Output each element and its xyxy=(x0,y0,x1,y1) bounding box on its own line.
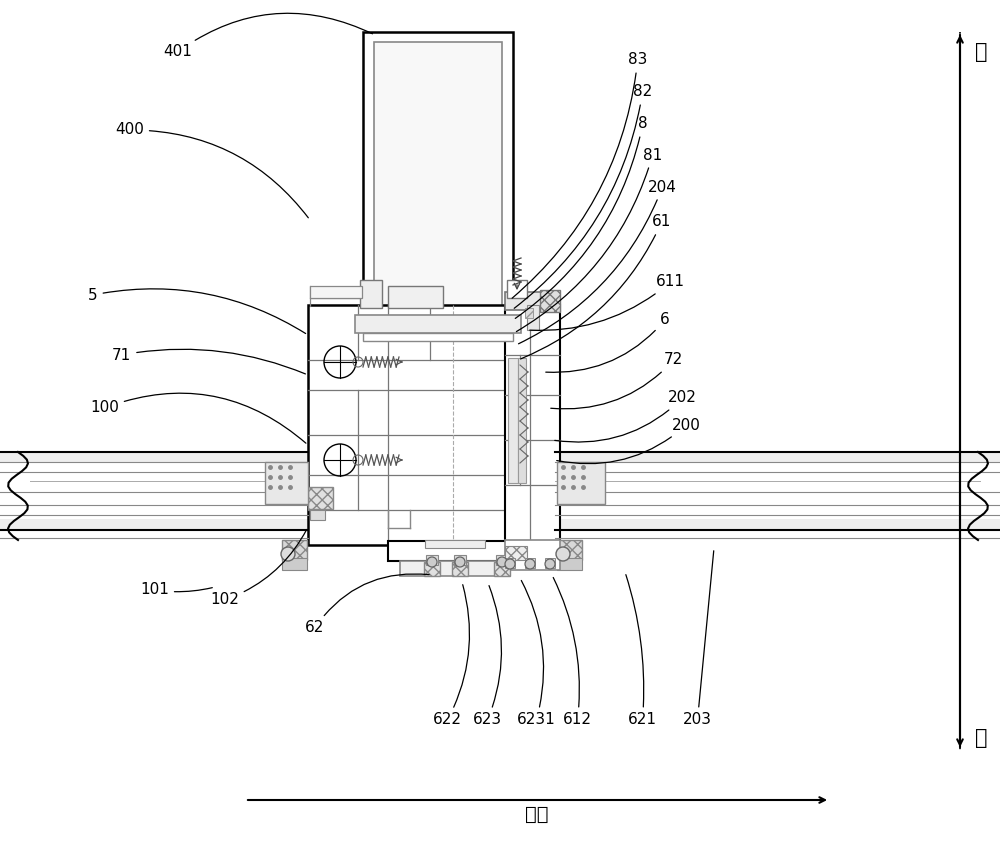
Text: 61: 61 xyxy=(521,214,671,359)
Text: 102: 102 xyxy=(210,530,307,608)
Bar xyxy=(282,558,307,570)
Bar xyxy=(363,333,513,341)
Bar xyxy=(308,487,333,509)
Bar xyxy=(374,42,502,334)
Bar xyxy=(0,452,308,463)
Text: 83: 83 xyxy=(512,53,647,298)
Text: 200: 200 xyxy=(557,418,701,464)
Bar xyxy=(363,32,513,340)
Bar xyxy=(452,562,468,576)
Bar xyxy=(388,286,443,308)
Bar xyxy=(540,290,560,312)
Bar xyxy=(426,555,438,565)
Text: 62: 62 xyxy=(305,574,429,635)
Bar xyxy=(518,358,526,483)
Bar xyxy=(282,540,307,560)
Text: 5: 5 xyxy=(88,288,306,333)
Bar xyxy=(424,562,440,576)
Bar xyxy=(525,558,535,568)
Bar xyxy=(400,561,500,576)
Bar xyxy=(525,308,533,318)
Circle shape xyxy=(497,557,507,567)
Bar xyxy=(555,519,1000,531)
Text: 400: 400 xyxy=(115,122,308,218)
Bar xyxy=(557,462,605,504)
Bar xyxy=(505,540,560,570)
Circle shape xyxy=(505,559,515,569)
Text: 71: 71 xyxy=(112,348,305,374)
Bar xyxy=(557,558,582,570)
Text: 82: 82 xyxy=(514,84,652,308)
Circle shape xyxy=(281,547,295,561)
Bar xyxy=(308,305,508,545)
Text: 101: 101 xyxy=(140,583,212,598)
Text: 612: 612 xyxy=(553,578,592,728)
Bar xyxy=(545,558,555,568)
Text: 前: 前 xyxy=(975,728,988,748)
Bar xyxy=(505,305,560,550)
Text: 611: 611 xyxy=(530,275,685,331)
Text: 6: 6 xyxy=(546,313,670,372)
Bar xyxy=(388,541,508,561)
Circle shape xyxy=(427,557,437,567)
Bar xyxy=(0,519,308,531)
Bar xyxy=(505,558,515,568)
Text: 204: 204 xyxy=(519,179,677,344)
Text: 6231: 6231 xyxy=(517,580,556,728)
Text: 100: 100 xyxy=(90,393,306,443)
Text: 8: 8 xyxy=(515,116,648,319)
Circle shape xyxy=(545,559,555,569)
Circle shape xyxy=(556,547,570,561)
Bar xyxy=(527,305,539,330)
Text: 81: 81 xyxy=(516,147,662,331)
Bar xyxy=(425,540,485,548)
Circle shape xyxy=(525,559,535,569)
Text: 203: 203 xyxy=(683,551,714,728)
Bar xyxy=(505,546,527,560)
Text: 623: 623 xyxy=(473,585,502,728)
Bar xyxy=(494,562,510,576)
Text: 横向: 横向 xyxy=(525,805,549,824)
Text: 202: 202 xyxy=(555,391,697,442)
Bar xyxy=(454,555,466,565)
Circle shape xyxy=(455,557,465,567)
Bar xyxy=(557,540,582,560)
Bar xyxy=(355,315,521,333)
Text: 后: 后 xyxy=(975,42,988,62)
Text: 401: 401 xyxy=(163,13,373,59)
Bar xyxy=(310,286,362,298)
Bar xyxy=(265,462,308,504)
Bar xyxy=(360,280,382,308)
Bar xyxy=(508,358,518,483)
Text: 621: 621 xyxy=(626,574,657,728)
Bar xyxy=(496,555,508,565)
Bar xyxy=(505,292,560,310)
Bar xyxy=(310,510,325,520)
Bar xyxy=(507,280,527,298)
Text: 622: 622 xyxy=(433,585,470,728)
Text: 72: 72 xyxy=(551,352,683,409)
Bar xyxy=(555,452,1000,463)
